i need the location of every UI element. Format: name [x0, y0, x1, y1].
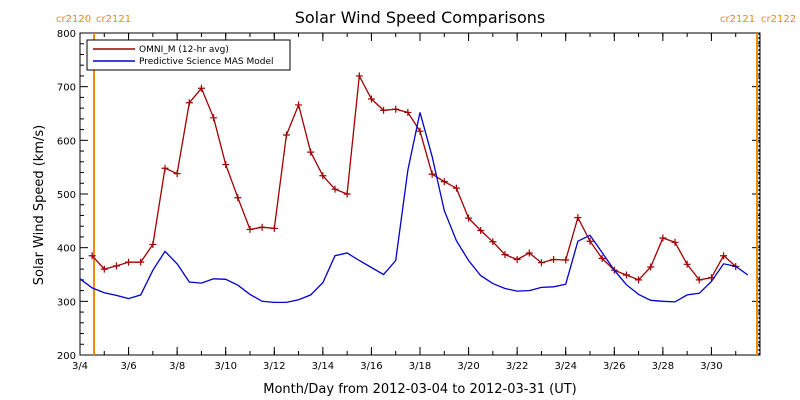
x-tick-label: 3/26 [603, 361, 625, 372]
data-point-omni [622, 271, 630, 279]
data-point-omni [185, 99, 193, 107]
data-point-omni [392, 105, 400, 113]
x-tick-label: 3/6 [121, 361, 137, 372]
data-point-omni [465, 214, 473, 222]
data-point-omni [647, 263, 655, 271]
data-point-omni [282, 131, 290, 139]
plot-frame [79, 32, 761, 356]
data-point-omni [367, 95, 375, 103]
y-tick-label: 400 [57, 244, 76, 255]
data-point-omni [440, 178, 448, 186]
x-tick-label: 3/30 [700, 361, 722, 372]
data-point-omni [695, 276, 703, 284]
data-point-omni [100, 265, 108, 273]
x-tick-label: 3/16 [360, 361, 382, 372]
cr-label-right-2: cr2122 [761, 14, 796, 25]
data-point-omni [331, 185, 339, 193]
data-point-omni [307, 148, 315, 156]
y-tick-label: 500 [57, 190, 76, 201]
data-point-omni [149, 240, 157, 248]
x-tick-label: 3/20 [457, 361, 479, 372]
data-point-omni [477, 226, 485, 234]
cr-label-left-2: cr2121 [96, 14, 131, 25]
x-axis-label: Month/Day from 2012-03-04 to 2012-03-31 … [263, 382, 576, 397]
data-point-omni [222, 160, 230, 168]
y-tick-label: 600 [57, 136, 76, 147]
x-tick-label: 3/8 [169, 361, 185, 372]
data-point-omni [452, 184, 460, 192]
data-point-omni [586, 237, 594, 245]
x-tick-label: 3/12 [263, 361, 285, 372]
data-point-omni [416, 127, 424, 135]
data-point-omni [88, 252, 96, 260]
data-point-omni [635, 276, 643, 284]
data-point-omni [501, 251, 509, 259]
data-point-omni [343, 190, 351, 198]
data-point-omni [598, 254, 606, 262]
x-tick-label: 3/14 [312, 361, 334, 372]
data-point-omni [295, 101, 303, 109]
x-tick-label: 3/10 [214, 361, 236, 372]
data-point-omni [683, 260, 691, 268]
y-axis-label: Solar Wind Speed (km/s) [32, 125, 47, 285]
y-tick-label: 700 [57, 83, 76, 94]
plot-area: 200 300 400 500 600 700 800 3/4 3/6 3/8 3/10 3/12 3/… [57, 29, 761, 372]
data-point-omni [173, 170, 181, 178]
data-point-omni [234, 194, 242, 202]
cr-label-right-1: cr2121 [720, 14, 755, 25]
x-tick-label: 3/28 [652, 361, 674, 372]
data-point-omni [513, 255, 521, 263]
y-tick-label: 300 [57, 297, 76, 308]
series-line-mas [79, 112, 749, 304]
data-point-omni [428, 170, 436, 178]
data-point-omni [210, 114, 218, 122]
data-point-omni [355, 72, 363, 80]
x-tick-label: 3/22 [506, 361, 528, 372]
data-point-omni [161, 164, 169, 172]
data-point-omni [562, 256, 570, 264]
data-point-omni [489, 238, 497, 246]
x-tick-label: 3/18 [409, 361, 431, 372]
legend: OMNI_M (12-hr avg) Predictive Science MA… [86, 39, 291, 71]
data-point-omni [537, 259, 545, 267]
data-point-omni [404, 108, 412, 116]
legend-box [86, 39, 291, 71]
series-line-omni [91, 73, 737, 281]
data-point-omni [550, 255, 558, 263]
data-point-omni [319, 172, 327, 180]
data-point-omni [197, 84, 205, 92]
y-tick-label: 800 [57, 29, 76, 40]
data-point-omni [258, 223, 266, 231]
data-point-omni [671, 238, 679, 246]
data-point-omni [112, 262, 120, 270]
data-point-omni [270, 224, 278, 232]
data-point-omni [659, 234, 667, 242]
data-point-omni [525, 249, 533, 257]
data-point-omni [246, 225, 254, 233]
legend-label-mas: Predictive Science MAS Model [139, 57, 274, 67]
cr-label-left-1: cr2120 [56, 14, 91, 25]
x-tick-label: 3/24 [554, 361, 576, 372]
data-point-omni [720, 252, 728, 260]
data-point-omni [574, 214, 582, 222]
data-point-omni [380, 106, 388, 114]
data-point-omni [125, 258, 133, 266]
legend-label-omni: OMNI_M (12-hr avg) [139, 45, 229, 55]
y-tick-label: 200 [57, 351, 76, 362]
data-point-omni [137, 258, 145, 266]
x-tick-label: 3/4 [72, 361, 88, 372]
chart-title: Solar Wind Speed Comparisons [295, 8, 546, 27]
